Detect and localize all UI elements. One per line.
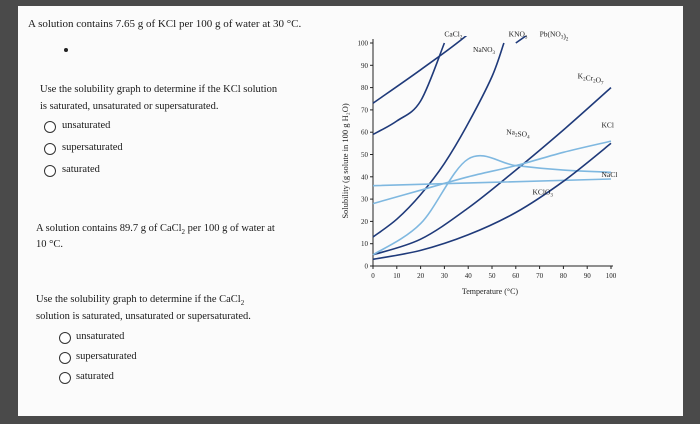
x-axis-label: Temperature (°C) [462, 287, 519, 296]
curve-label: CaCl2 [444, 29, 462, 40]
chart-curve-labels: CaCl2 KNO3 Pb(NO3)2 NaNO3 K2Cr2O7 KCl Na2SO4 Na… [444, 29, 617, 198]
y-tick-label: 60 [361, 129, 369, 137]
y-tick-label: 30 [361, 196, 369, 204]
curve-label: Na2SO4 [506, 127, 530, 140]
curve-na-so- [372, 154, 612, 256]
x-tick-label: 80 [560, 272, 568, 280]
curve-label: KCl [601, 121, 614, 130]
question2-statement: A solution contains 89.7 g of CaCl2 per … [36, 223, 275, 237]
q2-radio-unsaturated[interactable] [59, 332, 71, 344]
curve-label: KClO3 [532, 188, 553, 199]
curve-label: K2Cr2O7 [578, 72, 604, 87]
curve-label: NaNO3 [473, 45, 496, 56]
question2-prompt-line2: solution is saturated, unsaturated or su… [36, 311, 251, 322]
curve-nacl [372, 178, 612, 187]
q1-radio-supersaturated[interactable] [44, 143, 56, 155]
curve-cacl- [372, 42, 446, 136]
curve-label: Pb(NO3)2 [540, 29, 569, 42]
y-tick-label: 0 [365, 263, 369, 271]
x-tick-label: 40 [465, 272, 473, 280]
x-tick-label: 20 [417, 272, 425, 280]
q1-radio-saturated[interactable] [44, 165, 56, 177]
q1-option-supersaturated-label: supersaturated [62, 142, 123, 153]
question1-prompt-line2: is saturated, unsaturated or supersatura… [40, 101, 219, 112]
curve-kcl [372, 140, 612, 205]
x-tick-label: 100 [606, 272, 617, 280]
y-tick-label: 100 [358, 40, 369, 48]
q1-option-saturated-label: saturated [62, 164, 100, 175]
curve-nano- [372, 36, 468, 104]
chart-axes: 0 10 20 30 40 50 60 70 80 90 100 0 10 20 30 40 50 60 70 80 9… [358, 39, 617, 280]
x-tick-label: 60 [512, 272, 520, 280]
question2-prompt-line1: Use the solubility graph to determine if… [36, 294, 245, 308]
question-card: A solution contains 7.65 g of KCl per 10… [18, 6, 683, 416]
x-tick-label: 0 [371, 272, 375, 280]
question2-statement-line2: 10 °C. [36, 239, 63, 250]
x-tick-label: 30 [441, 272, 449, 280]
y-tick-label: 70 [361, 106, 369, 114]
curve-kclo- [372, 142, 612, 261]
q2-option-saturated-label: saturated [76, 371, 114, 382]
curve-kno- [372, 42, 505, 238]
x-tick-label: 70 [536, 272, 544, 280]
q2-radio-supersaturated[interactable] [59, 352, 71, 364]
q1-radio-unsaturated[interactable] [44, 121, 56, 133]
x-tick-label: 90 [584, 272, 592, 280]
curve-k-cr-o- [372, 87, 612, 256]
question1-prompt-line1: Use the solubility graph to determine if… [40, 84, 278, 95]
y-tick-label: 90 [361, 62, 369, 70]
q1-option-unsaturated-label: unsaturated [62, 120, 111, 131]
curve-label: KNO3 [509, 29, 528, 40]
y-tick-label: 10 [361, 240, 369, 248]
y-tick-label: 50 [361, 151, 369, 159]
y-tick-label: 80 [361, 84, 369, 92]
q2-option-supersaturated-label: supersaturated [76, 351, 137, 362]
x-tick-label: 10 [393, 272, 401, 280]
q2-radio-saturated[interactable] [59, 372, 71, 384]
y-axis-label: Solubility (g solute in 100 g H₂O) [340, 103, 350, 219]
curve-label: NaCl [601, 170, 617, 179]
question1-statement: A solution contains 7.65 g of KCl per 10… [28, 18, 302, 30]
solubility-chart: 0 10 20 30 40 50 60 70 80 90 100 0 10 20 30 40 50 60 70 80 9… [340, 29, 617, 296]
chart-curves [372, 36, 612, 261]
q2-option-unsaturated-label: unsaturated [76, 331, 125, 342]
x-tick-label: 50 [489, 272, 497, 280]
y-tick-label: 20 [361, 218, 369, 226]
bullet-dot [64, 48, 68, 52]
y-tick-label: 40 [361, 173, 369, 181]
curve-pb-no- [515, 36, 528, 44]
